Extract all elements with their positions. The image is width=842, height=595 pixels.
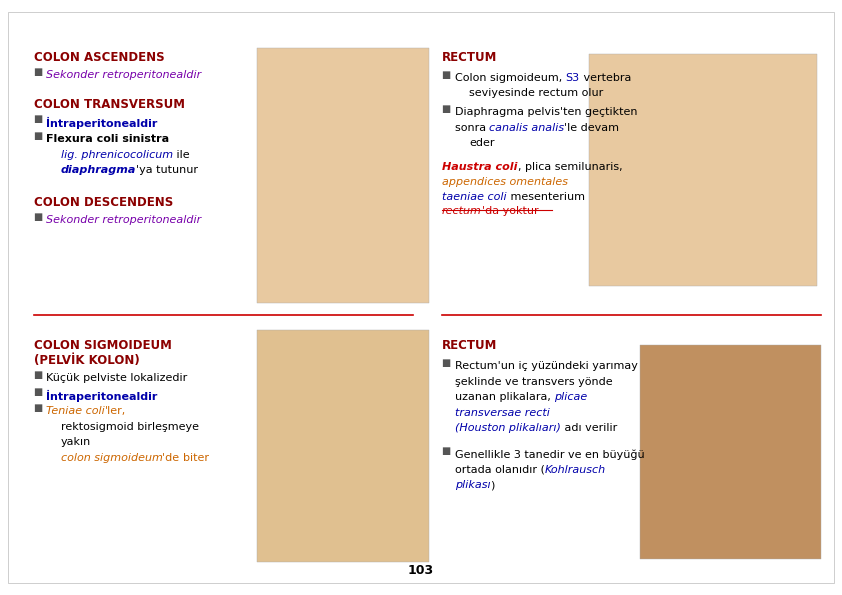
- Text: canalis analis: canalis analis: [489, 123, 564, 133]
- Bar: [640, 345, 821, 559]
- Text: Flexura coli sinistra: Flexura coli sinistra: [46, 134, 169, 145]
- Text: Teniae coli: Teniae coli: [46, 406, 105, 416]
- Text: , plica semilunaris,: , plica semilunaris,: [518, 162, 622, 172]
- Text: S3: S3: [566, 73, 579, 83]
- Text: lig. phrenicocolicum: lig. phrenicocolicum: [61, 150, 173, 160]
- Text: (Houston plikalıarı): (Houston plikalıarı): [455, 423, 561, 433]
- Text: Sekonder retroperitonealdir: Sekonder retroperitonealdir: [46, 70, 201, 80]
- Text: COLON SIGMOIDEUM: COLON SIGMOIDEUM: [34, 339, 172, 352]
- Text: plicae: plicae: [554, 392, 588, 402]
- Text: Genellikle 3 tanedir ve en büyüğü: Genellikle 3 tanedir ve en büyüğü: [455, 449, 644, 460]
- Text: ■: ■: [33, 114, 42, 124]
- Text: COLON ASCENDENS: COLON ASCENDENS: [34, 51, 164, 64]
- Text: adı verilir: adı verilir: [561, 423, 617, 433]
- Text: İntraperitonealdir: İntraperitonealdir: [46, 117, 157, 129]
- Text: taeniae coli: taeniae coli: [442, 192, 507, 202]
- Text: ■: ■: [441, 70, 450, 80]
- Text: ortada olanıdır (: ortada olanıdır (: [455, 465, 545, 475]
- Text: (PELVİK KOLON): (PELVİK KOLON): [34, 354, 140, 367]
- Text: Kohlrausch: Kohlrausch: [545, 465, 605, 475]
- Text: ■: ■: [33, 67, 42, 77]
- Text: eder: eder: [469, 138, 494, 148]
- Text: ■: ■: [33, 370, 42, 380]
- Bar: [589, 54, 817, 286]
- Text: ■: ■: [33, 212, 42, 223]
- Text: 103: 103: [408, 564, 434, 577]
- Bar: [257, 330, 429, 562]
- Text: Diaphragma pelvis'ten geçtikten: Diaphragma pelvis'ten geçtikten: [455, 107, 637, 117]
- Text: appendices omentales: appendices omentales: [442, 177, 568, 187]
- Bar: [257, 48, 429, 303]
- Text: ■: ■: [441, 446, 450, 456]
- Text: Küçük pelviste lokalizedir: Küçük pelviste lokalizedir: [46, 373, 188, 383]
- Text: Colon sigmoideum,: Colon sigmoideum,: [455, 73, 566, 83]
- Text: Haustra coli: Haustra coli: [442, 162, 518, 172]
- Text: yakın: yakın: [61, 437, 91, 447]
- Text: colon sigmoideum: colon sigmoideum: [61, 453, 163, 463]
- Text: 'de: 'de: [163, 453, 183, 463]
- Text: RECTUM: RECTUM: [442, 339, 498, 352]
- Text: vertebra: vertebra: [579, 73, 631, 83]
- Text: uzanan plikalara,: uzanan plikalara,: [455, 392, 554, 402]
- Text: 'ler,: 'ler,: [105, 406, 126, 416]
- Text: Rectum'un iç yüzündeki yarımay: Rectum'un iç yüzündeki yarımay: [455, 361, 637, 371]
- Text: plikası: plikası: [455, 480, 490, 490]
- Text: diaphragma: diaphragma: [61, 165, 136, 176]
- Text: ■: ■: [33, 387, 42, 397]
- Text: RECTUM: RECTUM: [442, 51, 498, 64]
- Text: ■: ■: [33, 131, 42, 142]
- Text: 'le devam: 'le devam: [564, 123, 620, 133]
- Text: şeklinde ve transvers yönde: şeklinde ve transvers yönde: [455, 377, 612, 387]
- Text: COLON DESCENDENS: COLON DESCENDENS: [34, 196, 173, 209]
- Text: transversae recti: transversae recti: [455, 408, 550, 418]
- Text: COLON TRANSVERSUM: COLON TRANSVERSUM: [34, 98, 184, 111]
- Text: İntraperitonealdir: İntraperitonealdir: [46, 390, 157, 402]
- Text: 'da yoktur: 'da yoktur: [482, 206, 539, 217]
- Text: ■: ■: [441, 104, 450, 114]
- Text: Sekonder retroperitonealdir: Sekonder retroperitonealdir: [46, 215, 201, 226]
- Text: mesenterium: mesenterium: [507, 192, 584, 202]
- Text: 'ya tutunur: 'ya tutunur: [136, 165, 198, 176]
- Text: seviyesinde rectum olur: seviyesinde rectum olur: [469, 88, 603, 98]
- Text: ): ): [490, 480, 495, 490]
- Text: rektosigmoid birleşmeye: rektosigmoid birleşmeye: [61, 422, 199, 432]
- Text: ile: ile: [173, 150, 189, 160]
- Text: ■: ■: [33, 403, 42, 414]
- Text: biter: biter: [183, 453, 209, 463]
- Text: rectum: rectum: [442, 206, 482, 217]
- Text: ■: ■: [441, 358, 450, 368]
- Text: sonra: sonra: [455, 123, 489, 133]
